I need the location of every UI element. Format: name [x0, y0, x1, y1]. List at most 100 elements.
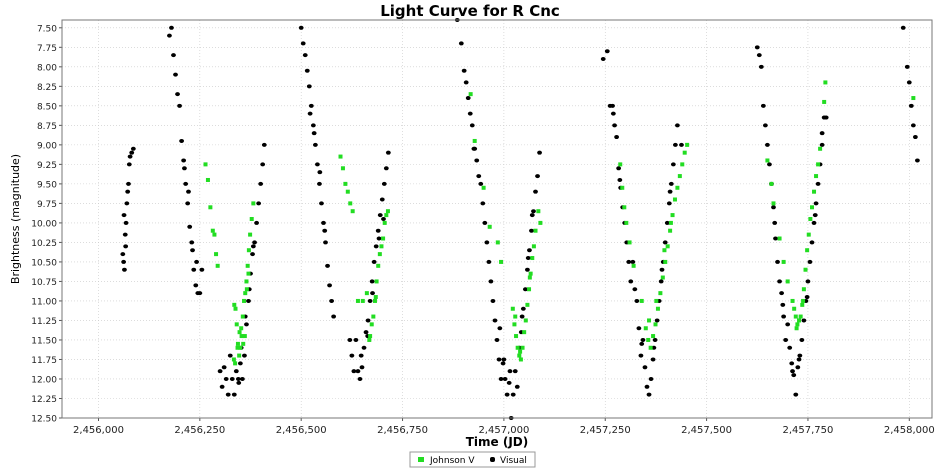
data-point-johnson-v [240, 314, 245, 319]
data-point-johnson-v [246, 271, 251, 276]
data-point-johnson-v [379, 244, 384, 249]
data-point-johnson-v [246, 248, 251, 253]
data-point-visual [815, 181, 821, 186]
data-point-visual [789, 361, 795, 366]
x-tick-label: 2,457,250 [580, 425, 631, 436]
data-point-johnson-v [243, 291, 248, 296]
y-tick-label: 12.00 [31, 375, 57, 385]
data-point-johnson-v [797, 318, 802, 323]
data-point-johnson-v [340, 166, 345, 171]
data-point-visual [190, 248, 195, 253]
data-point-visual [298, 25, 304, 30]
data-point-visual [639, 341, 645, 346]
y-tick-label: 11.25 [31, 317, 57, 327]
data-point-visual [246, 298, 251, 303]
data-point-visual [506, 380, 512, 385]
data-point-johnson-v [814, 174, 819, 179]
data-point-johnson-v [235, 341, 240, 346]
data-point-visual [197, 291, 203, 296]
data-point-visual [531, 209, 536, 214]
data-point-visual [123, 244, 129, 249]
data-point-johnson-v [360, 298, 365, 303]
data-point-visual [478, 181, 484, 186]
x-axis-label: Time (JD) [466, 435, 529, 449]
data-point-johnson-v [527, 287, 532, 292]
data-point-visual [371, 259, 377, 264]
data-point-visual [535, 174, 540, 179]
data-point-johnson-v [495, 240, 500, 245]
data-point-johnson-v [680, 162, 685, 167]
data-point-visual [819, 131, 825, 136]
data-point-visual [185, 201, 191, 206]
data-point-visual [258, 181, 264, 186]
data-point-visual [904, 64, 910, 69]
data-point-visual [777, 279, 782, 284]
data-point-johnson-v [812, 189, 817, 194]
data-point-visual [672, 142, 678, 147]
data-point-visual [242, 353, 247, 358]
data-point-visual [537, 150, 542, 155]
data-point-visual [461, 68, 467, 73]
data-point-johnson-v [233, 306, 238, 311]
y-axis-label: Brightness (magnitude) [9, 154, 22, 284]
data-point-visual [261, 142, 267, 147]
data-point-johnson-v [481, 185, 486, 190]
y-tick-label: 8.75 [37, 122, 57, 132]
data-point-johnson-v [816, 162, 821, 167]
data-point-visual [772, 220, 778, 225]
data-point-johnson-v [643, 326, 648, 331]
data-point-visual [628, 279, 634, 284]
grid-lines [62, 20, 932, 419]
data-point-johnson-v [660, 275, 665, 280]
data-point-johnson-v [384, 213, 389, 218]
data-point-visual [375, 228, 381, 233]
data-point-visual [529, 228, 534, 233]
data-point-johnson-v [651, 334, 656, 339]
data-point-johnson-v [795, 322, 800, 327]
data-point-johnson-v [631, 263, 636, 268]
data-point-johnson-v [648, 345, 653, 350]
data-point-johnson-v [536, 209, 541, 214]
data-point-johnson-v [685, 142, 690, 147]
data-point-johnson-v [658, 291, 663, 296]
data-point-visual [502, 376, 508, 381]
data-point-visual [604, 49, 610, 54]
data-point-visual [496, 357, 502, 362]
data-point-visual [175, 92, 180, 97]
legend: Johnson V Visual [409, 451, 536, 468]
data-point-johnson-v [214, 252, 219, 257]
data-point-visual [125, 189, 131, 194]
x-tick-label: 2,456,500 [276, 425, 327, 436]
data-point-visual [813, 201, 819, 206]
data-point-visual [327, 283, 332, 288]
data-point-johnson-v [800, 302, 805, 307]
data-point-visual [193, 283, 199, 288]
data-point-visual [775, 259, 780, 264]
data-point-johnson-v [233, 361, 238, 366]
data-point-visual [223, 376, 229, 381]
data-point-visual [373, 244, 379, 249]
data-point-johnson-v [350, 209, 355, 214]
data-point-visual [823, 115, 829, 120]
data-point-visual [171, 53, 176, 58]
data-point-johnson-v [538, 220, 543, 225]
data-point-johnson-v [499, 259, 504, 264]
y-tick-label: 9.25 [37, 161, 57, 171]
data-point-johnson-v [238, 345, 243, 350]
data-point-johnson-v [248, 232, 253, 237]
data-point-johnson-v [251, 201, 256, 206]
data-point-visual [310, 123, 316, 128]
data-point-visual [321, 220, 326, 225]
data-point-visual [652, 337, 658, 342]
data-point-visual [361, 345, 367, 350]
data-point-johnson-v [682, 150, 687, 155]
data-point-visual [381, 181, 387, 186]
data-point-visual [126, 181, 131, 186]
data-point-visual [187, 224, 193, 229]
x-tick-label: 2,457,750 [782, 425, 833, 436]
data-point-visual [658, 279, 664, 284]
data-point-visual [370, 291, 375, 296]
data-point-johnson-v [345, 189, 350, 194]
data-point-visual [497, 326, 503, 331]
